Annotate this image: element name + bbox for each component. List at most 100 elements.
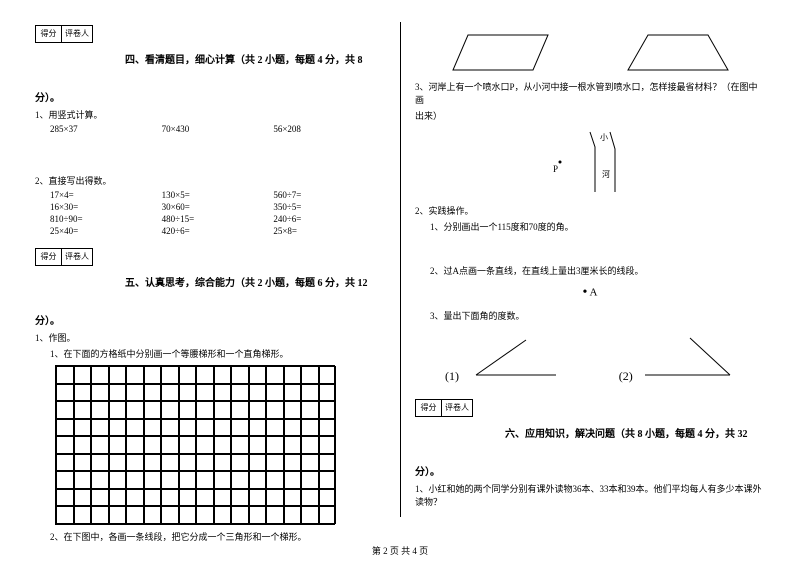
grid-cell	[144, 436, 162, 454]
grid-cell	[319, 506, 337, 524]
section-4-title-cont: 分）。	[35, 89, 385, 104]
grid-cell	[266, 489, 284, 507]
grid-container	[55, 365, 385, 525]
grid-cell	[301, 401, 319, 419]
q5-2-sub1: 1、分别画出一个115度和70度的角。	[430, 220, 765, 233]
grid-cell	[249, 489, 267, 507]
grid-cell	[319, 454, 337, 472]
calc-row: 16×30= 30×60= 350÷5=	[50, 202, 385, 212]
grid-cell	[284, 366, 302, 384]
grid-cell	[144, 489, 162, 507]
calc-item: 420÷6=	[162, 226, 274, 236]
grid-cell	[179, 489, 197, 507]
grid-cell	[74, 506, 92, 524]
grid-cell	[144, 366, 162, 384]
calc-row: 25×40= 420÷6= 25×8=	[50, 226, 385, 236]
calc-item: 810÷90=	[50, 214, 162, 224]
parallelogram-shape	[448, 30, 558, 75]
grid-cell	[126, 471, 144, 489]
angle-1: (1)	[445, 330, 561, 384]
calc-row: 17×4= 130×5= 560÷7=	[50, 190, 385, 200]
grid-cell	[179, 454, 197, 472]
calc-item: 16×30=	[50, 202, 162, 212]
grid-cell	[109, 366, 127, 384]
page-columns: 得分 评卷人 四、看清题目，细心计算（共 2 小题，每题 4 分，共 8 分）。…	[35, 25, 765, 520]
grid-cell	[214, 471, 232, 489]
grid-cell	[74, 489, 92, 507]
grid-cell	[319, 401, 337, 419]
grid-cell	[319, 436, 337, 454]
grid-cell	[161, 436, 179, 454]
grid-cell	[301, 436, 319, 454]
grid-cell	[214, 454, 232, 472]
calc-item: 30×60=	[162, 202, 274, 212]
grid-cell	[319, 419, 337, 437]
grid-cell	[74, 366, 92, 384]
grid-cell	[249, 401, 267, 419]
grid-cell	[249, 384, 267, 402]
grid-cell	[319, 471, 337, 489]
grid-cell	[126, 436, 144, 454]
grid-cell	[231, 489, 249, 507]
q6-1: 1、小红和她的两个同学分别有课外读物36本、33本和39本。他们平均每人有多少本…	[415, 482, 765, 508]
grid-cell	[56, 436, 74, 454]
section-4-title: 四、看清题目，细心计算（共 2 小题，每题 4 分，共 8	[35, 51, 385, 66]
section-6-title: 六、应用知识，解决问题（共 8 小题，每题 4 分，共 32	[415, 425, 765, 440]
grid-cell	[56, 454, 74, 472]
q4-1-label: 1、用竖式计算。	[35, 108, 385, 121]
grid-cell	[284, 506, 302, 524]
grid-cell	[196, 419, 214, 437]
score-box-4: 得分 评卷人	[35, 25, 93, 43]
grid-cell	[179, 384, 197, 402]
grid-cell	[109, 489, 127, 507]
grid-cell	[214, 436, 232, 454]
grid-cell	[284, 471, 302, 489]
river-svg: 小 P 河	[535, 127, 645, 197]
q5-2-sub3: 3、量出下面角的度数。	[430, 309, 765, 322]
grid-cell	[91, 366, 109, 384]
q5-3-label-cont: 出来）	[415, 109, 765, 122]
grid-cell	[161, 454, 179, 472]
grid-cell	[74, 436, 92, 454]
point-a: • A	[415, 285, 765, 301]
grid-cell	[266, 366, 284, 384]
score-label: 得分	[36, 26, 62, 42]
grid-cell	[109, 401, 127, 419]
grid-cell	[179, 419, 197, 437]
q5-1-sub1: 1、在下面的方格纸中分别画一个等腰梯形和一个直角梯形。	[50, 347, 385, 360]
grid-cell	[109, 384, 127, 402]
grid-cell	[249, 454, 267, 472]
calc-row: 810÷90= 480÷15= 240÷6=	[50, 214, 385, 224]
grid-cell	[249, 419, 267, 437]
grid-cell	[231, 419, 249, 437]
q5-1-sub2: 2、在下图中，各画一条线段，把它分成一个三角形和一个梯形。	[50, 530, 385, 543]
grid-cell	[214, 366, 232, 384]
grid-cell	[301, 489, 319, 507]
grid-cell	[266, 384, 284, 402]
grid-cell	[74, 384, 92, 402]
angle-2-svg	[635, 330, 735, 380]
grid-cell	[284, 489, 302, 507]
left-column: 得分 评卷人 四、看清题目，细心计算（共 2 小题，每题 4 分，共 8 分）。…	[35, 25, 400, 520]
grid-cell	[161, 471, 179, 489]
grid-cell	[301, 384, 319, 402]
grid-cell	[231, 384, 249, 402]
grid-cell	[249, 506, 267, 524]
grid-cell	[301, 506, 319, 524]
calc-item: 56×208	[273, 124, 385, 134]
grid-cell	[144, 401, 162, 419]
grid-cell	[319, 384, 337, 402]
grid-cell	[91, 436, 109, 454]
grid-cell	[144, 419, 162, 437]
page-footer: 第 2 页 共 4 页	[0, 544, 800, 557]
grid-cell	[196, 471, 214, 489]
grid-cell	[319, 489, 337, 507]
grid-cell	[109, 436, 127, 454]
grid-cell	[56, 384, 74, 402]
grid-cell	[161, 401, 179, 419]
calc-item: 480÷15=	[162, 214, 274, 224]
grid-cell	[144, 454, 162, 472]
grid-cell	[74, 454, 92, 472]
calc-item: 350÷5=	[273, 202, 385, 212]
river-label: 河	[602, 169, 610, 179]
